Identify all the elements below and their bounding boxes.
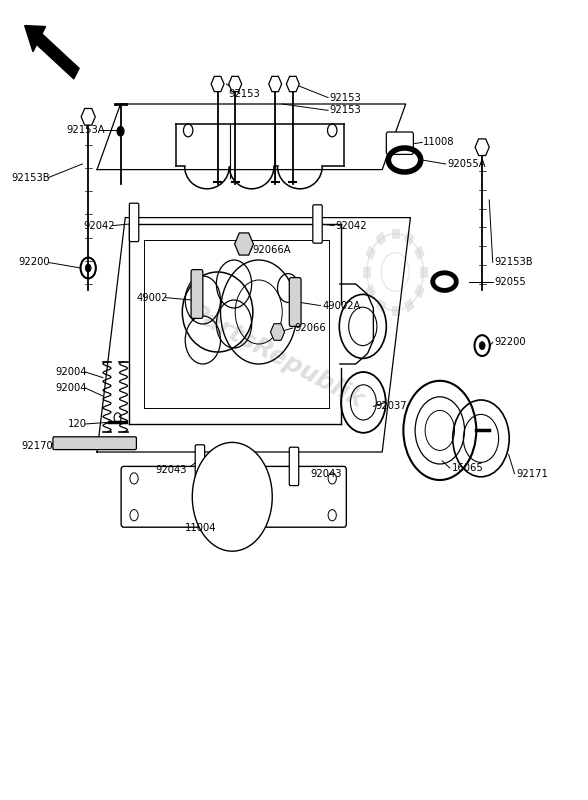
Text: 92042: 92042 <box>335 221 367 230</box>
Text: 92037: 92037 <box>375 402 407 411</box>
Text: 92153B: 92153B <box>494 258 533 267</box>
Text: 11008: 11008 <box>423 138 455 147</box>
FancyBboxPatch shape <box>289 447 299 486</box>
Text: 49002: 49002 <box>136 293 168 302</box>
Text: 11004: 11004 <box>185 523 216 533</box>
Text: 92004: 92004 <box>55 383 87 393</box>
FancyBboxPatch shape <box>386 132 413 154</box>
Circle shape <box>130 510 138 521</box>
FancyBboxPatch shape <box>289 278 301 326</box>
Text: 92055A: 92055A <box>447 159 486 169</box>
Bar <box>366 285 376 298</box>
Bar <box>420 267 427 277</box>
Text: 92066A: 92066A <box>253 245 292 254</box>
Bar <box>415 285 425 298</box>
Text: 92066: 92066 <box>294 323 326 333</box>
Bar <box>376 298 386 312</box>
FancyArrow shape <box>25 26 79 79</box>
Text: 92200: 92200 <box>18 258 50 267</box>
Bar <box>392 306 399 315</box>
Circle shape <box>85 264 91 272</box>
FancyBboxPatch shape <box>129 203 139 242</box>
FancyBboxPatch shape <box>313 205 322 243</box>
Text: 120: 120 <box>68 419 87 429</box>
Text: 92042: 92042 <box>83 221 115 230</box>
Text: 92153: 92153 <box>228 89 260 98</box>
Bar <box>392 229 399 238</box>
Bar <box>366 246 376 259</box>
Text: 92004: 92004 <box>55 367 87 377</box>
Circle shape <box>328 473 336 484</box>
Text: 92043: 92043 <box>310 469 342 478</box>
FancyBboxPatch shape <box>191 270 203 318</box>
Bar <box>363 267 370 277</box>
Text: 92043: 92043 <box>155 466 187 475</box>
Text: 49002A: 49002A <box>322 301 360 310</box>
Circle shape <box>479 342 485 350</box>
Text: 92153B: 92153B <box>11 173 50 182</box>
Circle shape <box>192 442 272 551</box>
FancyBboxPatch shape <box>121 466 346 527</box>
Text: PartsRepublik: PartsRepublik <box>185 299 368 413</box>
Text: 92153A: 92153A <box>66 125 105 134</box>
FancyBboxPatch shape <box>195 445 205 483</box>
Circle shape <box>117 126 124 136</box>
Text: 92153: 92153 <box>329 106 361 115</box>
Circle shape <box>130 473 138 484</box>
Text: 92055: 92055 <box>494 277 526 286</box>
Circle shape <box>328 510 336 521</box>
Text: 92171: 92171 <box>516 469 548 478</box>
Text: 92170: 92170 <box>21 442 53 451</box>
Bar <box>376 232 386 246</box>
FancyBboxPatch shape <box>53 437 136 450</box>
Text: 92200: 92200 <box>494 338 526 347</box>
Text: 16065: 16065 <box>452 463 483 473</box>
Bar <box>405 298 414 312</box>
Bar <box>415 246 425 259</box>
Bar <box>405 232 414 246</box>
Text: 92153: 92153 <box>329 93 361 102</box>
